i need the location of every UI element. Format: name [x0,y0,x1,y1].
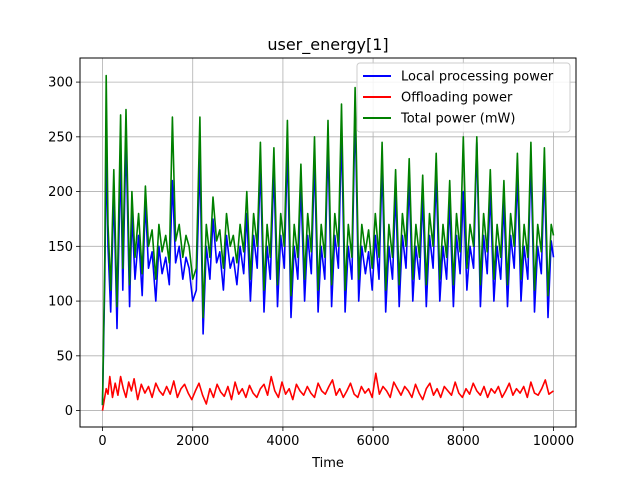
series-layer [101,74,555,411]
tick-layer: 0 2000 4000 6000 8000 10000 0 50 100 150 200 250 300 [48,76,574,449]
y-tick-label: 250 [48,130,73,145]
x-tick-label: 6000 [357,434,390,449]
y-tick-label: 0 [65,404,73,419]
series-line-2 [101,372,554,411]
y-tick-label: 300 [48,76,73,91]
x-tick-label: 10000 [533,434,574,449]
x-tick-label: 8000 [447,434,480,449]
series-line-3 [101,74,555,406]
legend: Local processing power Offloading power To… [356,62,571,133]
chart-title: user_energy[1] [267,35,388,55]
legend-label: Offloading power [401,91,513,106]
legend-label: Local processing power [401,70,554,85]
plot-frame [79,57,577,428]
x-tick-label: 4000 [266,434,299,449]
y-tick-label: 50 [56,349,73,364]
x-tick-label: 0 [98,434,106,449]
legend-label: Total power (mW) [400,112,515,127]
x-tick-label: 2000 [176,434,209,449]
y-tick-label: 200 [48,185,73,200]
y-tick-label: 150 [48,240,73,255]
legend-box [356,62,571,133]
y-tick-label: 100 [48,295,73,310]
x-axis-label: Time [311,456,344,471]
